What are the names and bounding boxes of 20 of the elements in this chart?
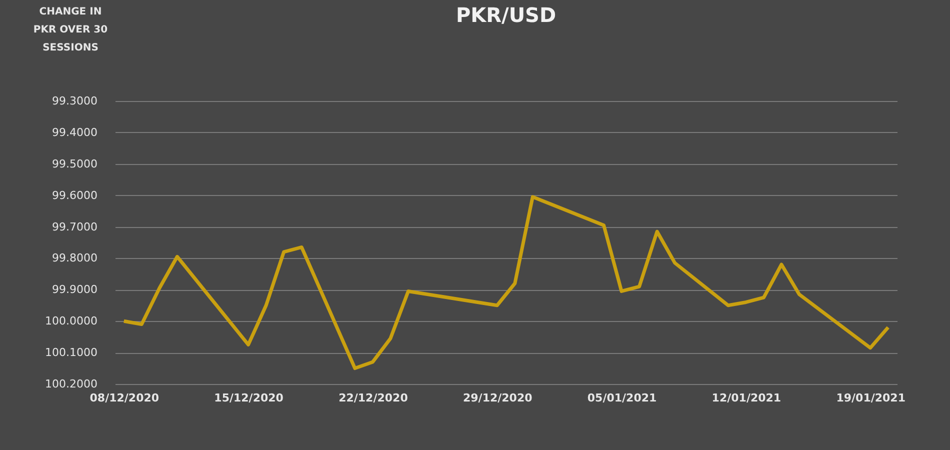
y-tick-label: 100.1000 [45, 346, 98, 360]
line-series [122, 195, 890, 370]
y-tick-label: 99.4000 [52, 126, 98, 139]
y-tick-label: 99.6000 [52, 188, 98, 202]
y-tick-label: 100.2000 [45, 378, 98, 390]
x-tick-label: 15/12/2020 [214, 392, 284, 404]
x-tick-label: 29/12/2020 [462, 392, 533, 404]
y-tick-label: 99.8000 [52, 252, 98, 265]
y-tick-label: 100.0000 [45, 314, 98, 328]
y-tick-label: 99.9000 [52, 283, 98, 296]
x-tick-label: 08/12/2020 [90, 392, 160, 404]
y-tick-label: 99.5000 [52, 157, 98, 170]
x-tick-label: 19/01/2021 [836, 392, 906, 404]
chart-title: PKR/USD [456, 3, 556, 27]
x-tick-label: 12/01/2021 [712, 392, 782, 404]
x-tick-label: 05/01/2021 [587, 392, 657, 404]
y-axis-title: CHANGE IN PKR OVER 30 SESSIONS [33, 6, 108, 54]
y-tick-label: 99.3000 [52, 94, 98, 108]
x-tick-label: 22/12/2020 [338, 392, 408, 404]
y-tick-label: 99.7000 [52, 220, 98, 234]
